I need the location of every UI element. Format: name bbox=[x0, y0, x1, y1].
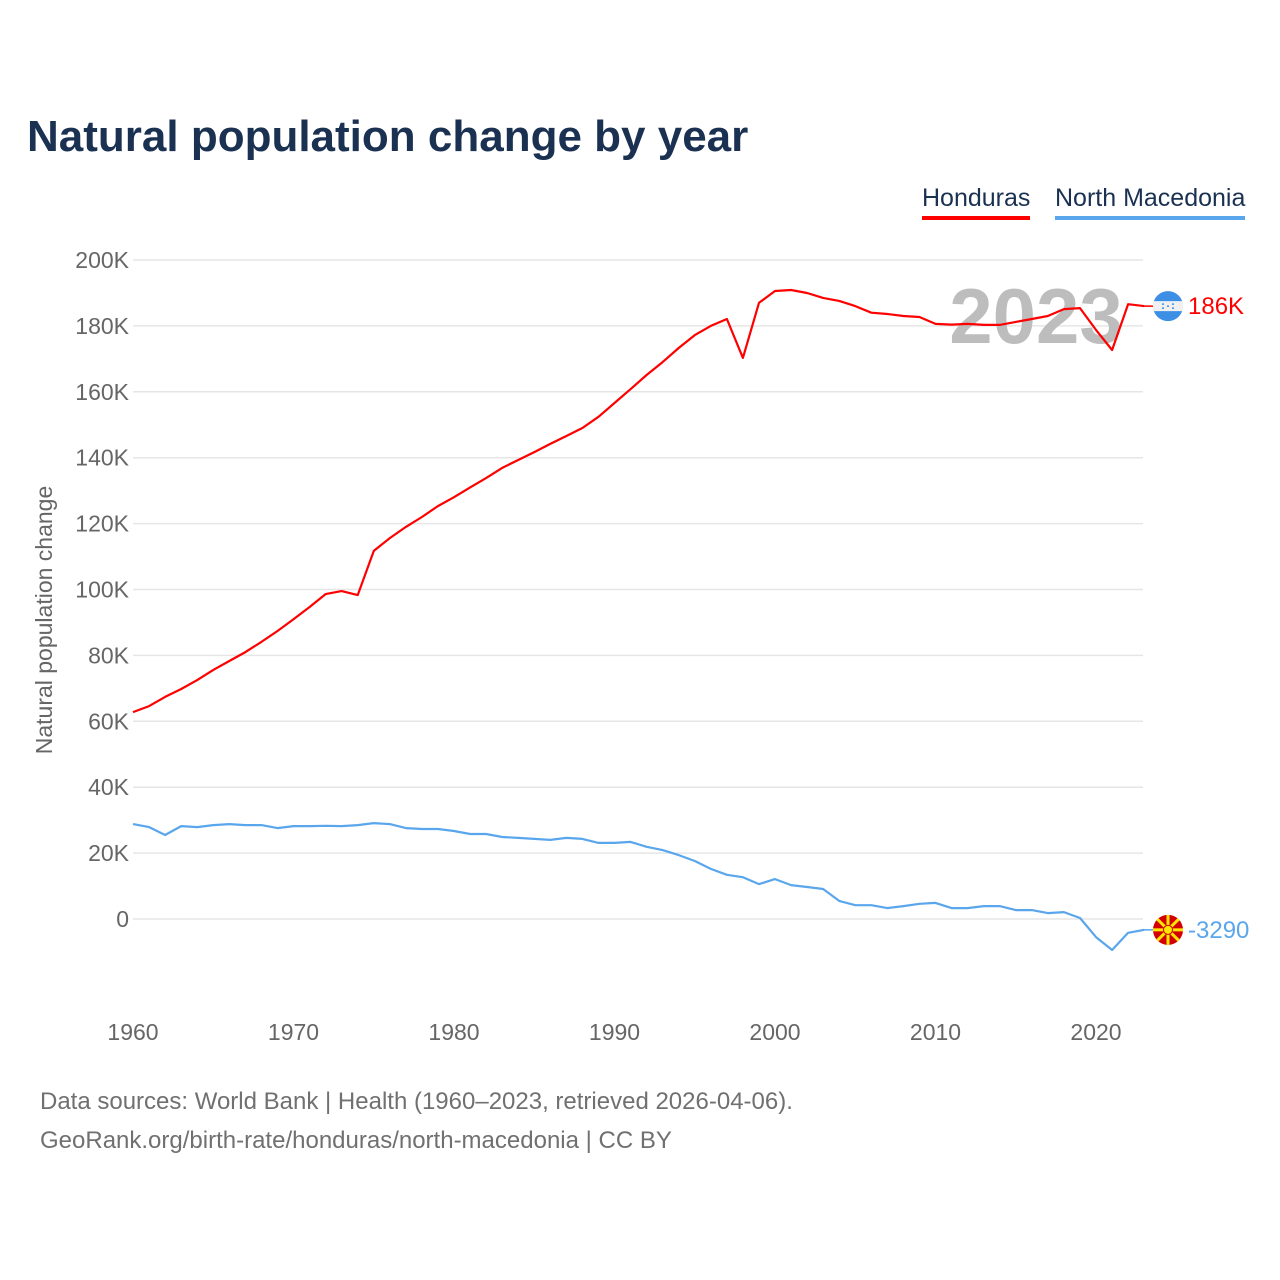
y-tick-label: 140K bbox=[75, 445, 129, 471]
flag-star bbox=[1167, 305, 1169, 308]
end-value-label: 186K bbox=[1188, 293, 1244, 320]
flag-star bbox=[1162, 307, 1164, 310]
x-tick-label: 1970 bbox=[268, 1019, 319, 1045]
x-tick-label: 1980 bbox=[428, 1019, 479, 1045]
legend-honduras[interactable]: Honduras bbox=[922, 184, 1031, 220]
y-tick-label: 60K bbox=[88, 708, 130, 734]
legend-north-macedonia[interactable]: North Macedonia bbox=[1055, 184, 1246, 220]
y-tick-label: 20K bbox=[88, 840, 130, 866]
y-tick-label: 180K bbox=[75, 313, 129, 339]
series-line-north-macedonia bbox=[132, 821, 1145, 952]
flag-star bbox=[1172, 307, 1174, 310]
end-value-label: -3290 bbox=[1188, 917, 1249, 944]
series-line-honduras bbox=[132, 288, 1145, 714]
x-tick-label: 1990 bbox=[589, 1019, 640, 1045]
y-tick-label: 200K bbox=[75, 247, 129, 273]
y-tick-label: 100K bbox=[75, 577, 129, 603]
flag-star bbox=[1172, 303, 1174, 306]
x-tick-label: 2020 bbox=[1070, 1019, 1121, 1045]
y-tick-label: 160K bbox=[75, 379, 129, 405]
chart-title: Natural population change by year bbox=[27, 112, 749, 161]
y-tick-label: 40K bbox=[88, 774, 130, 800]
flag-sun bbox=[1163, 924, 1173, 935]
x-tick-label: 1960 bbox=[107, 1019, 158, 1045]
flag-star bbox=[1162, 303, 1164, 306]
x-tick-label: 2000 bbox=[749, 1019, 800, 1045]
source-line-2[interactable]: GeoRank.org/birth-rate/honduras/north-ma… bbox=[40, 1127, 672, 1154]
y-axis-label: Natural population change bbox=[31, 486, 57, 755]
year-watermark: 2023 bbox=[949, 272, 1123, 360]
y-tick-label: 120K bbox=[75, 511, 129, 537]
source-line-1: Data sources: World Bank | Health (1960–… bbox=[40, 1088, 793, 1115]
y-tick-label: 0 bbox=[116, 906, 129, 932]
x-tick-label: 2010 bbox=[910, 1019, 961, 1045]
y-tick-label: 80K bbox=[88, 642, 130, 668]
